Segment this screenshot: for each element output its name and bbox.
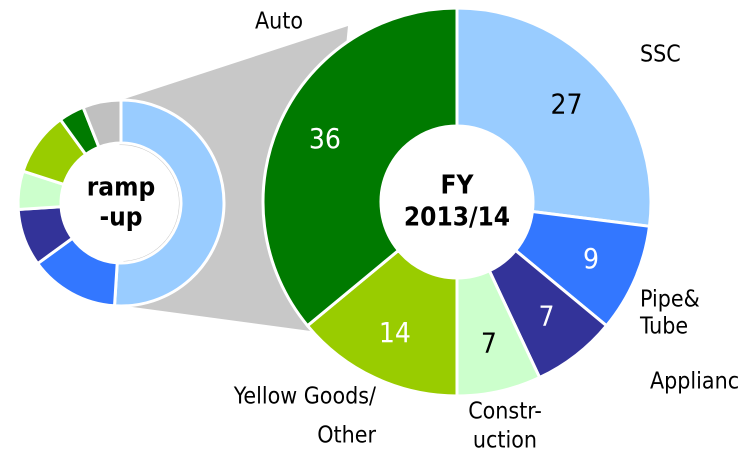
category-label: Other — [317, 423, 376, 449]
pie-segment — [305, 248, 459, 398]
center-title: -up — [99, 203, 142, 233]
category-label: Constr- — [468, 399, 542, 425]
category-label: SSC — [640, 42, 681, 68]
value-label: 27 — [550, 87, 582, 120]
center-hole — [63, 145, 179, 261]
value-label: 9 — [583, 242, 599, 275]
pie-segment — [81, 98, 123, 150]
category-label: Yellow Goods/ — [233, 384, 376, 410]
value-label: 7 — [538, 299, 554, 332]
value-label: 7 — [481, 326, 497, 359]
category-label: uction — [473, 428, 537, 454]
pie-segment — [112, 98, 226, 308]
category-label: Auto — [255, 9, 303, 35]
center-title: ramp — [87, 173, 155, 203]
category-label: Tube — [639, 314, 688, 340]
category-label: Pipe& — [640, 287, 700, 313]
center-title: FY — [441, 171, 475, 201]
value-label: 36 — [309, 122, 341, 155]
pie-segment — [455, 6, 653, 228]
center-hole — [383, 128, 531, 276]
pie-segment — [261, 6, 459, 328]
category-label: Appliance — [650, 369, 739, 395]
value-label: 14 — [379, 316, 411, 349]
center-title: 2013/14 — [404, 203, 510, 233]
